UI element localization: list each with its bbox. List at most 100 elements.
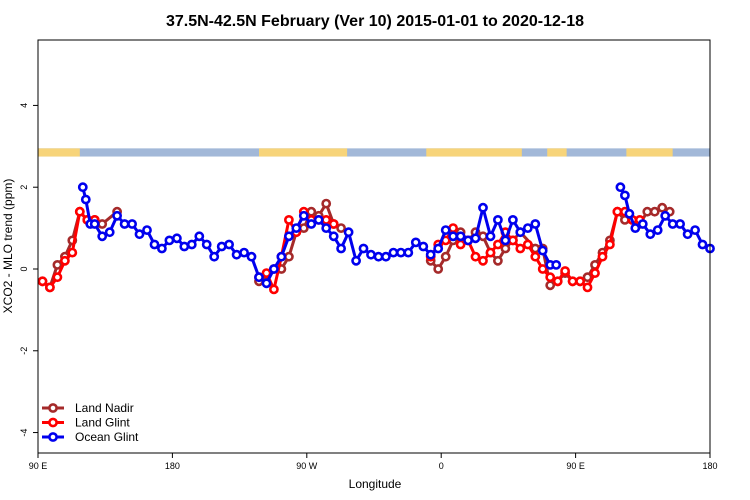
data-point bbox=[306, 206, 317, 217]
data-point bbox=[60, 255, 70, 266]
chart-title: 37.5N-42.5N February (Ver 10) 2015-01-01… bbox=[166, 13, 584, 30]
data-point bbox=[77, 182, 88, 193]
data-point bbox=[567, 276, 578, 287]
data-point bbox=[545, 280, 556, 291]
data-point bbox=[112, 210, 122, 221]
y-tick-label: -2 bbox=[19, 347, 29, 355]
y-tick-label: 2 bbox=[19, 185, 29, 190]
data-point bbox=[186, 239, 197, 250]
y-tick-label: 0 bbox=[19, 266, 29, 271]
data-point bbox=[560, 266, 570, 276]
legend-item: Ocean Glint bbox=[42, 430, 139, 444]
data-point bbox=[52, 259, 63, 270]
landmask-strip bbox=[38, 148, 710, 157]
x-tick-label: 90 E bbox=[566, 461, 585, 471]
data-point bbox=[171, 233, 182, 244]
legend-item: Land Glint bbox=[42, 416, 130, 430]
data-point bbox=[209, 251, 220, 262]
data-point bbox=[590, 268, 600, 278]
x-tick-label: 180 bbox=[702, 461, 717, 471]
data-point bbox=[224, 239, 234, 250]
data-point bbox=[522, 239, 533, 250]
legend-item: Land Nadir bbox=[42, 401, 134, 415]
data-point bbox=[515, 243, 526, 254]
data-point bbox=[119, 219, 130, 229]
data-point bbox=[478, 255, 488, 266]
data-point bbox=[615, 182, 626, 193]
data-point bbox=[440, 225, 451, 235]
data-point bbox=[455, 231, 466, 242]
data-point bbox=[492, 255, 503, 266]
data-point bbox=[336, 223, 346, 233]
data-point bbox=[624, 208, 635, 219]
landmask-land bbox=[547, 148, 567, 157]
data-point bbox=[478, 231, 488, 242]
data-point bbox=[403, 247, 414, 258]
landmask-land bbox=[38, 148, 80, 157]
data-point bbox=[575, 276, 585, 287]
data-point bbox=[470, 251, 481, 262]
data-point bbox=[410, 237, 421, 248]
data-point bbox=[343, 227, 354, 238]
data-point bbox=[551, 259, 562, 270]
data-point bbox=[164, 235, 175, 246]
data-point bbox=[690, 225, 700, 235]
data-point bbox=[380, 251, 391, 262]
data-point bbox=[433, 243, 444, 254]
x-axis-label: Longitude bbox=[349, 477, 402, 491]
data-point bbox=[425, 249, 436, 260]
data-point bbox=[418, 241, 429, 252]
data-point bbox=[239, 247, 249, 258]
landmask-land bbox=[426, 148, 522, 157]
data-point bbox=[261, 278, 272, 289]
data-point bbox=[97, 231, 108, 242]
data-point bbox=[313, 214, 324, 225]
data-point bbox=[246, 251, 257, 262]
data-point bbox=[321, 214, 332, 225]
data-point bbox=[268, 264, 279, 274]
plot-frame bbox=[37, 39, 711, 454]
data-point bbox=[500, 235, 511, 246]
data-point bbox=[149, 239, 160, 250]
data-point bbox=[682, 229, 693, 240]
data-point bbox=[508, 214, 518, 225]
data-point bbox=[156, 243, 167, 254]
data-point bbox=[605, 239, 615, 250]
data-point bbox=[283, 214, 294, 225]
data-point bbox=[388, 247, 399, 258]
legend-swatch-marker bbox=[48, 432, 58, 442]
data-point bbox=[351, 255, 361, 266]
data-point bbox=[89, 219, 100, 229]
data-point bbox=[485, 247, 496, 258]
y-axis: -4 -2 0 2 4 bbox=[19, 103, 38, 437]
data-point bbox=[657, 202, 668, 213]
data-point bbox=[455, 239, 466, 250]
data-point bbox=[321, 223, 332, 233]
data-point bbox=[142, 225, 152, 235]
data-point bbox=[537, 245, 548, 256]
x-axis: 90 E 180 90 W 0 90 E 180 bbox=[29, 453, 718, 471]
data-point bbox=[104, 227, 115, 238]
data-point bbox=[508, 235, 518, 246]
legend-label: Ocean Glint bbox=[75, 430, 139, 444]
data-point bbox=[298, 223, 309, 233]
legend-swatch-marker bbox=[48, 403, 58, 413]
data-point bbox=[358, 243, 369, 254]
data-point bbox=[620, 190, 630, 201]
data-point bbox=[298, 210, 309, 221]
data-point bbox=[582, 272, 593, 283]
x-tick-label: 180 bbox=[165, 461, 180, 471]
data-point bbox=[500, 243, 511, 254]
data-point bbox=[530, 251, 541, 262]
data-point bbox=[612, 206, 623, 217]
data-point bbox=[478, 202, 488, 213]
data-point bbox=[552, 276, 563, 287]
data-point bbox=[134, 229, 145, 240]
data-point bbox=[67, 247, 78, 258]
data-point bbox=[637, 219, 648, 229]
data-point bbox=[328, 231, 339, 242]
data-point bbox=[231, 249, 242, 260]
legend-label: Land Nadir bbox=[75, 401, 134, 415]
data-point bbox=[652, 225, 663, 235]
